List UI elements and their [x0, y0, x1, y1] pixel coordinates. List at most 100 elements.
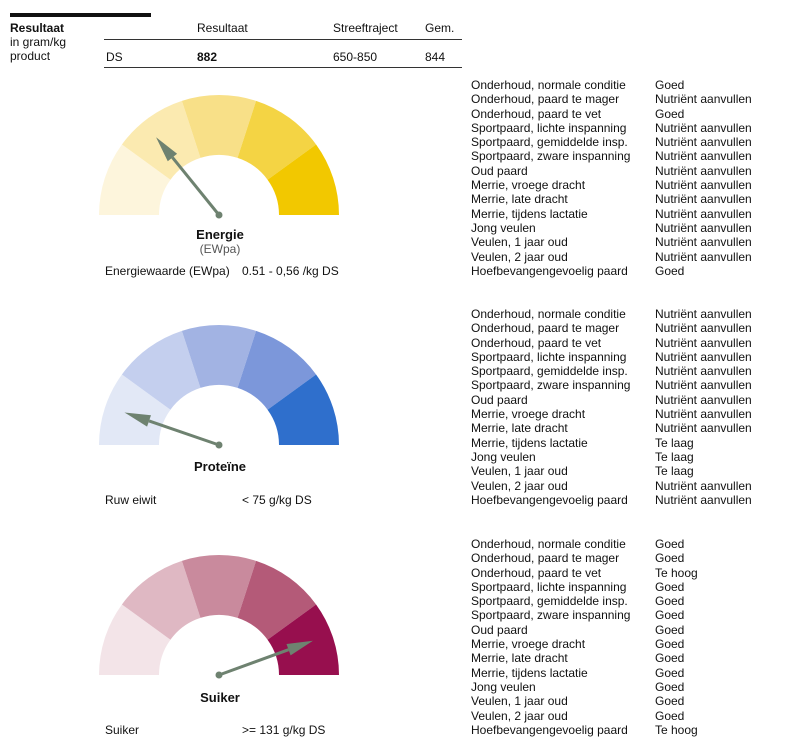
status-value: Nutriënt aanvullen [655, 307, 752, 321]
status-value: Nutriënt aanvullen [655, 192, 752, 207]
energie-footer-label: Energiewaarde (EWpa) [105, 264, 230, 278]
status-label: Veulen, 1 jaar oud [471, 464, 568, 479]
status-value: Nutriënt aanvullen [655, 321, 752, 336]
proteine-gauge-segments [99, 325, 339, 445]
status-value: Nutriënt aanvullen [655, 364, 752, 379]
proteine-footer-value: < 75 g/kg DS [242, 493, 312, 507]
status-value: Nutriënt aanvullen [655, 349, 752, 364]
suiker-gauge-segment [121, 560, 201, 640]
status-label: Veulen, 2 jaar oud [471, 478, 568, 493]
status-value: Goed [655, 579, 685, 594]
status-label: Merrie, late dracht [471, 192, 568, 207]
gauge-needle-head [156, 137, 178, 162]
status-label: Sportpaard, zware inspanning [471, 149, 631, 164]
status-value: Nutriënt aanvullen [655, 378, 752, 393]
ds-result: 882 [197, 50, 218, 64]
status-label: Sportpaard, zware inspanning [471, 378, 631, 393]
status-label: Oud paard [471, 392, 528, 407]
status-label: Merrie, tijdens lactatie [471, 206, 588, 221]
status-value: Goed [655, 551, 685, 566]
ds-average: 844 [425, 50, 446, 64]
status-value: Goed [655, 694, 685, 709]
suiker-gauge-segment [267, 604, 339, 675]
status-label: Onderhoud, paard te mager [471, 92, 620, 107]
suiker-gauge-needle [215, 640, 313, 679]
status-label: Merrie, late dracht [471, 421, 568, 436]
header-divider [104, 39, 462, 40]
energie-gauge-segment [99, 144, 171, 215]
status-label: Veulen, 1 jaar oud [471, 694, 568, 709]
status-label: Onderhoud, paard te vet [471, 335, 602, 350]
status-label: Onderhoud, paard te vet [471, 106, 602, 121]
energie-footer-value: 0.51 - 0,56 /kg DS [242, 264, 339, 278]
status-value: Nutriënt aanvullen [655, 92, 752, 107]
status-label: Veulen, 2 jaar oud [471, 708, 568, 723]
energie-gauge-segment [121, 100, 201, 180]
status-label: Oud paard [471, 163, 528, 178]
status-value: Nutriënt aanvullen [655, 421, 752, 436]
suiker-gauge-segment [99, 604, 171, 675]
header-rule [10, 13, 151, 17]
status-label: Merrie, vroege dracht [471, 178, 586, 193]
energie-gauge [99, 95, 339, 219]
status-label: Merrie, tijdens lactatie [471, 665, 588, 680]
status-label: Sportpaard, gemiddelde insp. [471, 594, 628, 609]
status-value: Goed [655, 78, 685, 92]
proteine-gauge [99, 325, 339, 449]
status-label: Sportpaard, lichte inspanning [471, 579, 627, 594]
gauge-needle-hub [215, 671, 223, 679]
status-label: Veulen, 1 jaar oud [471, 235, 568, 250]
column-header-range: Streeftraject [333, 21, 398, 35]
gauge-needle-shaft [148, 419, 220, 447]
status-label: Merrie, vroege dracht [471, 637, 586, 652]
status-value: Nutriënt aanvullen [655, 206, 752, 221]
gauge-needle-shaft [218, 648, 290, 677]
column-header-result: Resultaat [197, 21, 248, 35]
status-value: Nutriënt aanvullen [655, 149, 752, 164]
status-value: Nutriënt aanvullen [655, 492, 752, 507]
status-label: Veulen, 2 jaar oud [471, 249, 568, 264]
status-value: Te laag [655, 449, 694, 464]
gauge-needle-hub [215, 211, 223, 219]
suiker-gauge-title: Suiker [200, 690, 240, 705]
status-value: Goed [655, 665, 685, 680]
status-value: Nutriënt aanvullen [655, 120, 752, 135]
gauge-needle-hub [215, 441, 223, 449]
suiker-gauge-segment [237, 560, 317, 640]
proteine-gauge-needle [124, 412, 223, 449]
status-label: Oud paard [471, 622, 528, 637]
status-label: Merrie, tijdens lactatie [471, 435, 588, 450]
status-value: Nutriënt aanvullen [655, 478, 752, 493]
ds-range: 650-850 [333, 50, 378, 64]
proteine-gauge-segment [181, 325, 257, 388]
status-value: Te laag [655, 464, 694, 479]
status-value: Nutriënt aanvullen [655, 335, 752, 350]
status-value: Nutriënt aanvullen [655, 249, 752, 264]
status-label: Onderhoud, normale conditie [471, 307, 626, 321]
status-value: Nutriënt aanvullen [655, 135, 752, 150]
status-label: Merrie, vroege dracht [471, 407, 586, 422]
column-header-average: Gem. [425, 21, 455, 35]
status-value: Goed [655, 608, 685, 623]
status-label: Hoefbevangengevoelig paard [471, 722, 628, 737]
status-value: Goed [655, 537, 685, 551]
proteine-footer-label: Ruw eiwit [105, 493, 157, 507]
proteine-gauge-segment [267, 374, 339, 445]
energie-gauge-needle [156, 137, 223, 219]
gauge-needle-head [286, 640, 313, 656]
suiker-gauge-segment [181, 555, 257, 618]
status-label: Hoefbevangengevoelig paard [471, 263, 628, 278]
status-label: Onderhoud, normale conditie [471, 78, 626, 92]
status-value: Nutriënt aanvullen [655, 220, 752, 235]
status-label: Sportpaard, gemiddelde insp. [471, 364, 628, 379]
energie-gauge-subtitle: (EWpa) [199, 242, 241, 256]
status-label: Sportpaard, lichte inspanning [471, 349, 627, 364]
status-value: Nutriënt aanvullen [655, 163, 752, 178]
status-value: Nutriënt aanvullen [655, 392, 752, 407]
status-label: Jong veulen [471, 449, 536, 464]
energie-gauge-segment [237, 100, 317, 180]
status-value: Goed [655, 651, 685, 666]
gauge-needle-shaft [171, 156, 221, 216]
suiker-gauge-segments [99, 555, 339, 675]
proteine-gauge-segment [121, 330, 201, 410]
